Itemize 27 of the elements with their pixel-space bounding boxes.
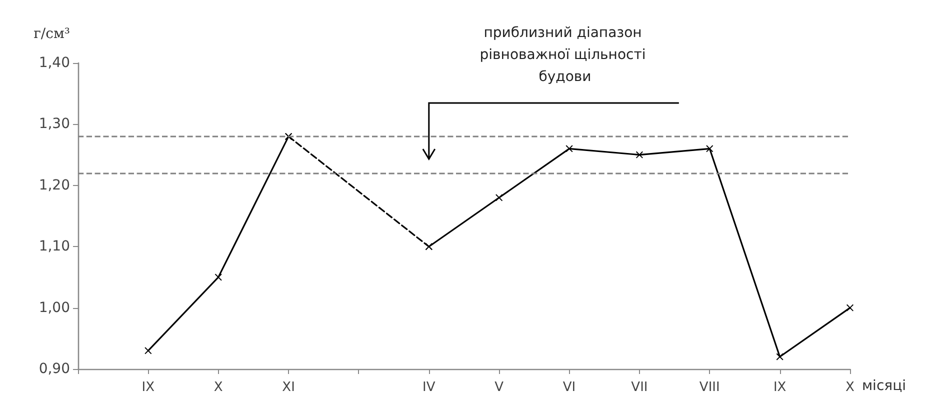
y-tick-label: 1,30 [38, 116, 70, 132]
y-tick-label: 0,90 [38, 361, 70, 377]
point [496, 194, 503, 202]
x-tick-label: IX [142, 380, 155, 395]
y-tick-label: 1,00 [38, 300, 70, 316]
y-tick-label: 1,20 [38, 177, 70, 194]
y-tick-label: 1,40 [38, 55, 70, 71]
point [144, 347, 152, 354]
x-tick-label: XI [282, 380, 295, 395]
annotation: приблизний діапазон рівноважної щільності будови [480, 25, 650, 85]
x-tick-label: IX [773, 380, 786, 395]
point [846, 304, 854, 312]
x-tick-label: V [494, 380, 504, 395]
x-axis-title: місяці [862, 378, 906, 394]
point [214, 274, 222, 281]
point [636, 151, 643, 158]
point [706, 145, 714, 152]
x-tick-label: X [846, 380, 855, 395]
x-tick-label: VI [562, 380, 576, 395]
x-tick-label: X [214, 380, 223, 395]
point [566, 145, 573, 152]
x-tick-label: VII [631, 380, 648, 395]
y-tick-label: 1,10 [38, 238, 70, 255]
x-tick-label: VIII [699, 380, 720, 395]
x-tick-label: IV [422, 380, 436, 395]
y-axis-title: г/см³ [34, 26, 70, 42]
point [776, 353, 784, 360]
